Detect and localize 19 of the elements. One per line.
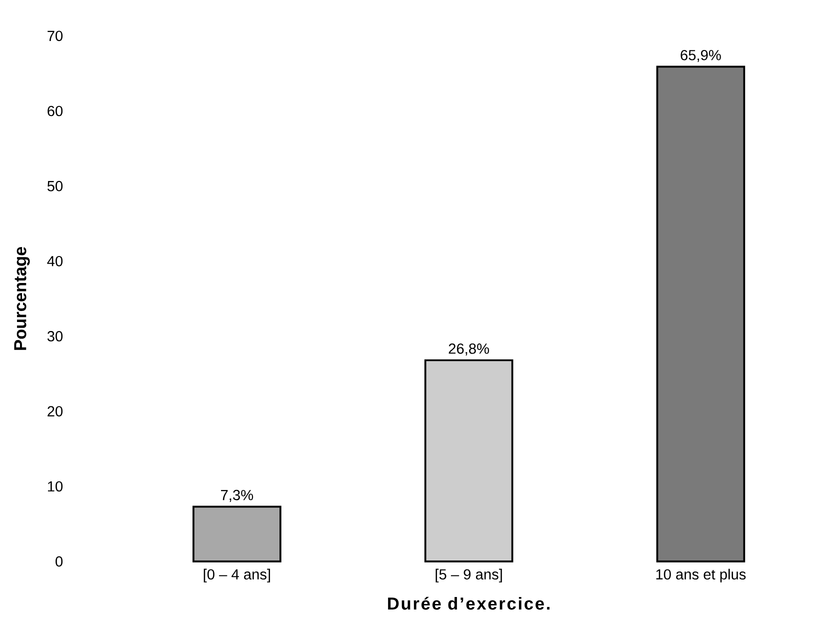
x-tick-label: [0 – 4 ans] (204, 568, 270, 582)
data-label: 65,9% (680, 50, 721, 62)
bar (192, 506, 282, 562)
y-tick-label: 70 (48, 30, 63, 42)
y-tick-label: 50 (47, 180, 63, 192)
y-tick-label: 20 (48, 406, 63, 416)
x-tick-label: 10 ans et plus (656, 568, 746, 582)
bar (656, 66, 746, 562)
y-axis-title: Pourcentage (14, 246, 30, 350)
x-axis-title: Durée d’exercice. (388, 596, 550, 610)
bar (424, 359, 514, 562)
data-label: 26,8% (448, 343, 490, 356)
x-tick-label: [5 – 9 ans] (436, 568, 502, 582)
y-tick-label: 10 (48, 481, 63, 492)
y-tick-label: 40 (47, 256, 63, 266)
y-tick-label: 0 (56, 556, 63, 567)
data-label: 7,3% (221, 490, 254, 502)
y-tick-label: 30 (47, 331, 63, 342)
y-tick-label: 60 (48, 106, 63, 116)
